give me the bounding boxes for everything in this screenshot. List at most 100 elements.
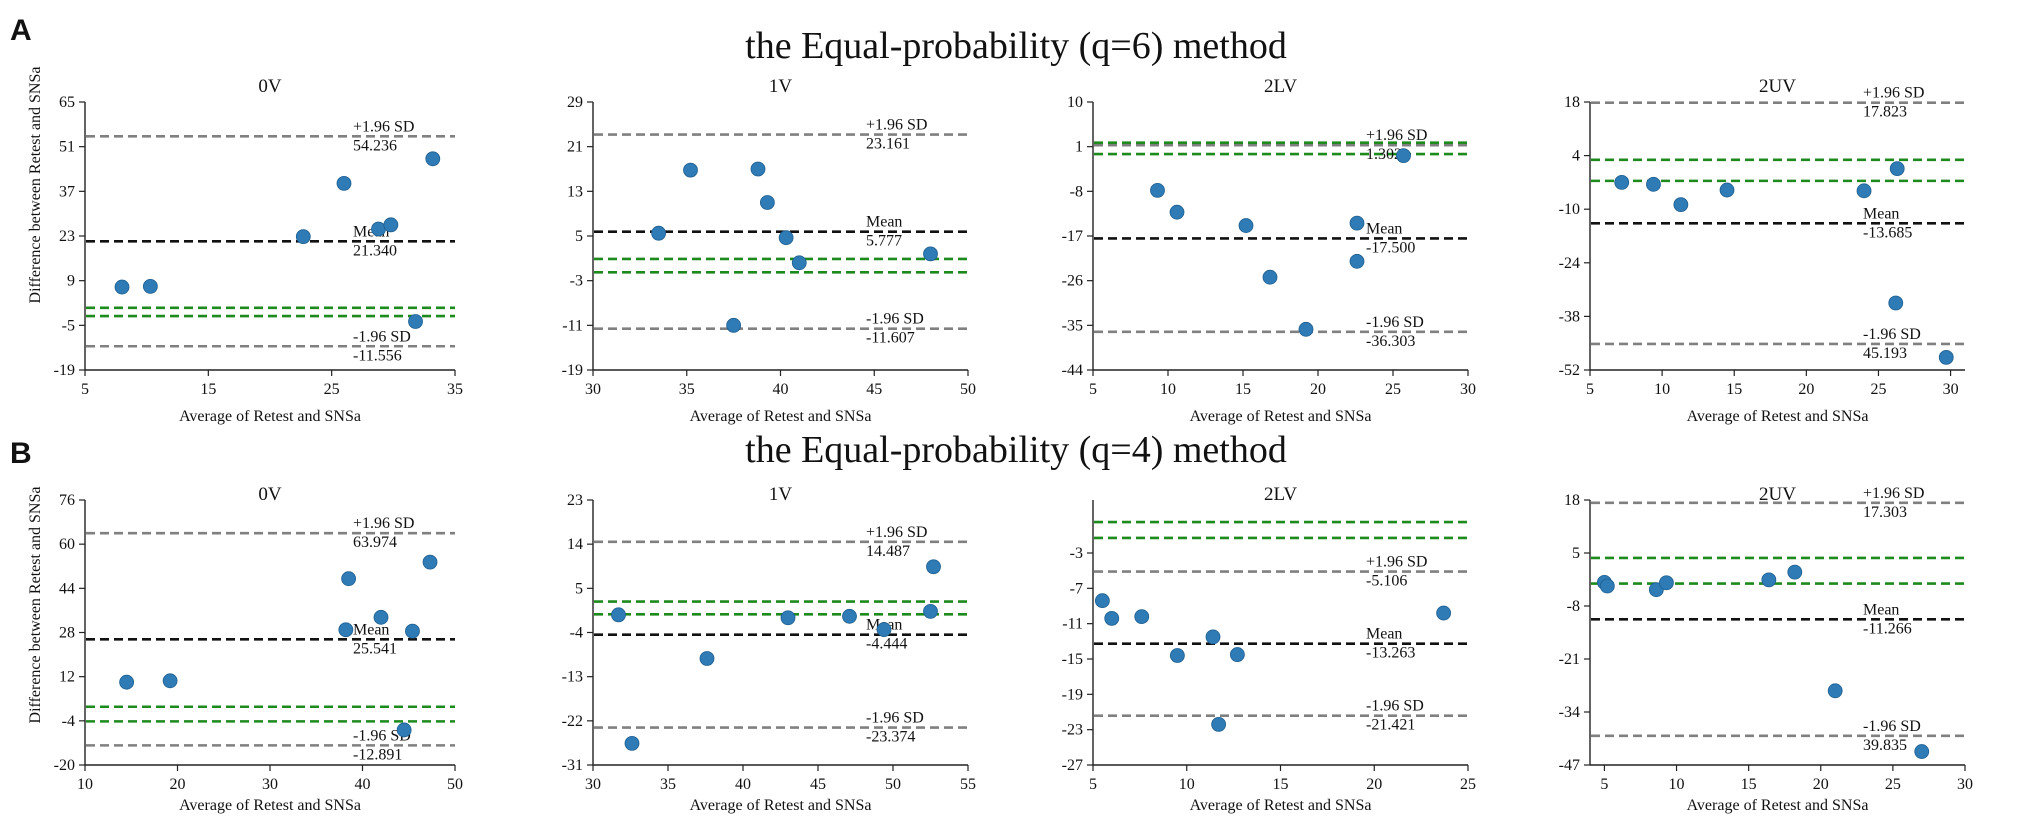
x-axis-label: Average of Retest and SNSa — [179, 408, 361, 425]
panel-title: 2LV — [1264, 484, 1297, 505]
data-point — [1659, 575, 1674, 591]
upper-sd-value: 23.161 — [866, 136, 910, 153]
data-point — [396, 722, 412, 738]
y-tick-label: -19 — [54, 362, 75, 379]
data-point — [923, 246, 938, 262]
mean-value: -13.263 — [1366, 645, 1415, 662]
data-point — [926, 559, 941, 575]
panel-row-b-2lv: 2LV +1.96 SD -5.106 Mean -13.263 -1.96 SD -21.… — [1062, 484, 1476, 814]
upper-sd-value: 63.974 — [353, 534, 397, 551]
data-point — [1104, 610, 1120, 626]
data-point — [1856, 183, 1872, 199]
x-axis-label: Average of Retest and SNSa — [179, 797, 361, 814]
x-tick-label: 40 — [773, 381, 789, 398]
y-tick-label: -5 — [62, 317, 75, 334]
panel-title: 2UV — [1759, 484, 1796, 505]
x-axis-label: Average of Retest and SNSa — [1687, 408, 1869, 425]
data-point — [341, 571, 357, 587]
panel-title: 0V — [258, 76, 282, 97]
lower-sd-value: -11.607 — [866, 330, 915, 347]
mean-label: Mean — [1366, 626, 1402, 643]
y-tick-label: 5 — [575, 580, 583, 597]
x-tick-label: 25 — [324, 381, 340, 398]
y-tick-label: 23 — [567, 492, 583, 509]
x-tick-label: 15 — [1273, 776, 1289, 793]
x-axis-label: Average of Retest and SNSa — [690, 797, 872, 814]
mean-label: Mean — [1863, 205, 1899, 222]
y-tick-label: 18 — [1564, 492, 1580, 509]
mean-label: Mean — [866, 214, 902, 231]
x-tick-label: 30 — [1943, 381, 1959, 398]
upper-sd-value: 17.303 — [1863, 504, 1907, 521]
x-tick-label: 30 — [262, 776, 278, 793]
lower-sd-value: -12.891 — [353, 746, 402, 763]
lower-sd-value: 45.193 — [1863, 345, 1907, 362]
x-tick-label: 45 — [810, 776, 826, 793]
lower-sd-value: -36.303 — [1366, 333, 1415, 350]
data-point — [1396, 148, 1411, 164]
x-axis-label: Average of Retest and SNSa — [1687, 797, 1869, 814]
data-point — [1229, 647, 1245, 662]
upper-sd-label: +1.96 SD — [1366, 127, 1427, 144]
data-point — [778, 230, 794, 246]
data-point — [1169, 648, 1185, 663]
x-tick-label: 5 — [1089, 776, 1097, 793]
data-point — [425, 151, 441, 167]
y-tick-label: -20 — [54, 757, 75, 774]
y-axis-label: Difference between Retest and SNSa — [27, 67, 44, 304]
y-tick-label: -35 — [1062, 317, 1083, 334]
data-point — [383, 217, 399, 233]
data-point — [1614, 174, 1630, 190]
x-tick-label: 15 — [1741, 776, 1757, 793]
upper-sd-label: +1.96 SD — [866, 524, 927, 541]
upper-sd-label: +1.96 SD — [1863, 485, 1924, 502]
data-point — [923, 603, 938, 619]
x-tick-label: 20 — [1310, 381, 1326, 398]
panel-title: 2LV — [1264, 76, 1297, 97]
panel-row-a-2uv: 2UV +1.96 SD 17.823 Mean -13.685 -1.96 SD 45.1… — [1559, 76, 1965, 425]
x-tick-label: 10 — [1669, 776, 1685, 793]
y-tick-label: -15 — [1062, 651, 1083, 668]
y-tick-label: -4 — [570, 625, 583, 642]
row-title: the Equal-probability (q=6) method — [745, 25, 1287, 67]
data-point — [780, 610, 796, 626]
data-point — [624, 736, 640, 751]
y-tick-label: -17 — [1062, 228, 1083, 245]
mean-value: 25.541 — [353, 640, 397, 657]
x-tick-label: 30 — [585, 381, 601, 398]
x-tick-label: 50 — [447, 776, 463, 793]
data-point — [1134, 609, 1150, 624]
data-point — [1599, 578, 1615, 594]
panel-title: 1V — [769, 76, 793, 97]
lower-sd-label: -1.96 SD — [866, 710, 924, 727]
y-tick-label: -3 — [1070, 545, 1083, 562]
panel-letter: B — [10, 437, 32, 470]
data-point — [759, 195, 775, 210]
panel-title: 1V — [769, 484, 793, 505]
y-tick-label: 37 — [59, 183, 75, 200]
x-tick-label: 45 — [866, 381, 882, 398]
data-point — [114, 279, 130, 295]
lower-sd-value: 39.835 — [1863, 737, 1907, 754]
x-tick-label: 25 — [1885, 776, 1901, 793]
y-tick-label: 44 — [59, 580, 75, 597]
y-tick-label: 29 — [567, 94, 583, 111]
panel-title: 0V — [258, 484, 282, 505]
y-tick-label: -31 — [562, 757, 583, 774]
data-point — [336, 175, 352, 191]
data-point — [726, 317, 742, 333]
x-tick-label: 15 — [1235, 381, 1251, 398]
data-point — [1761, 572, 1777, 588]
data-point — [1787, 564, 1803, 580]
y-tick-label: -19 — [1062, 686, 1083, 703]
data-point — [1888, 295, 1904, 311]
lower-sd-label: -1.96 SD — [866, 311, 924, 328]
data-point — [373, 609, 389, 625]
y-tick-label: 76 — [59, 492, 75, 509]
x-tick-label: 5 — [81, 381, 89, 398]
x-axis-label: Average of Retest and SNSa — [1190, 408, 1372, 425]
x-tick-label: 30 — [1957, 776, 1973, 793]
y-tick-label: 14 — [567, 536, 583, 553]
y-tick-label: -34 — [1559, 704, 1580, 721]
